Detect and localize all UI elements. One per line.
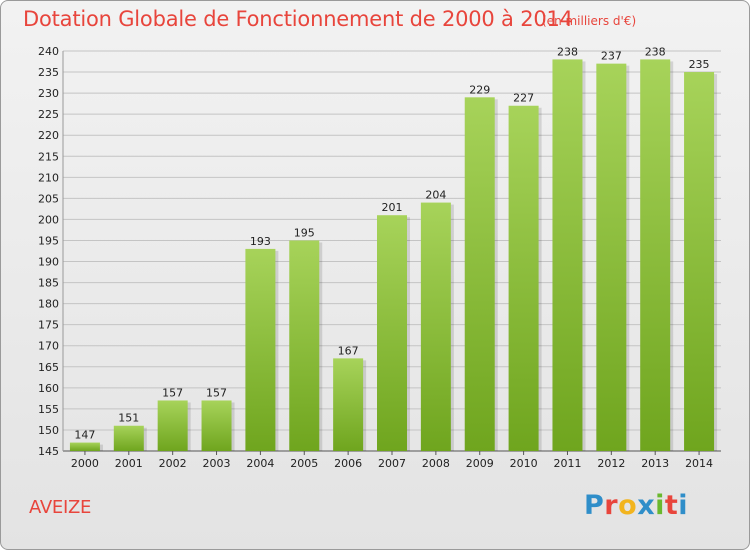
logo-letter: r [604,490,619,521]
y-tick-label: 240 [38,45,59,58]
value-label-2008: 204 [425,189,446,202]
x-tick-label-2009: 2009 [466,457,494,470]
y-tick-label: 190 [38,256,59,269]
proxiti-logo[interactable]: Proxiti [584,490,688,521]
bar-2013 [640,59,671,451]
bar-2011 [552,59,583,451]
logo-letter: x [637,490,656,521]
value-label-2006: 167 [338,344,359,357]
value-label-2001: 151 [118,412,139,425]
value-label-2003: 157 [206,386,227,399]
x-tick-label-2011: 2011 [553,457,581,470]
x-tick-label-2005: 2005 [290,457,318,470]
x-tick-label-2004: 2004 [246,457,274,470]
commune-name: AVEIZE [29,497,92,518]
y-tick-label: 180 [38,298,59,311]
value-label-2011: 238 [557,45,578,58]
bar-2005 [289,240,320,451]
y-tick-label: 195 [38,234,59,247]
y-tick-label: 170 [38,340,59,353]
bar-2014 [684,72,715,451]
bar-2004 [245,248,276,451]
x-tick-label-2008: 2008 [422,457,450,470]
y-tick-label: 225 [38,108,59,121]
x-tick-label-2003: 2003 [203,457,231,470]
bar-2012 [596,63,627,451]
y-tick-label: 175 [38,319,59,332]
value-label-2004: 193 [250,235,271,248]
bar-2000 [69,442,100,451]
y-tick-label: 215 [38,150,59,163]
value-label-2005: 195 [294,226,315,239]
bar-2003 [201,400,232,451]
y-tick-label: 200 [38,213,59,226]
logo-letter: i [678,490,689,521]
bar-2006 [333,358,364,451]
x-tick-label-2010: 2010 [510,457,538,470]
bar-2010 [508,105,539,451]
y-tick-label: 145 [38,445,59,458]
y-tick-label: 220 [38,129,59,142]
x-tick-label-2007: 2007 [378,457,406,470]
logo-letter: P [584,490,605,521]
y-tick-label: 235 [38,66,59,79]
value-label-2007: 201 [382,201,403,214]
x-tick-label-2012: 2012 [597,457,625,470]
y-tick-label: 205 [38,192,59,205]
value-label-2014: 235 [689,58,710,71]
value-label-2002: 157 [162,386,183,399]
x-tick-label-2000: 2000 [71,457,99,470]
bar-2007 [377,215,407,451]
y-tick-label: 165 [38,361,59,374]
bar-2002 [157,400,188,451]
logo-letter: o [618,490,638,521]
chart-title: Dotation Globale de Fonctionnement de 20… [23,7,573,31]
y-tick-label: 210 [38,171,59,184]
x-tick-label-2001: 2001 [115,457,143,470]
logo-letter: i [655,490,665,521]
y-tick-label: 160 [38,382,59,395]
x-tick-label-2006: 2006 [334,457,362,470]
logo-letter: t [664,490,679,521]
bar-2008 [420,202,451,451]
x-tick-label-2014: 2014 [685,457,713,470]
y-tick-label: 155 [38,403,59,416]
value-label-2013: 238 [645,45,666,58]
x-tick-label-2013: 2013 [641,457,669,470]
value-label-2009: 229 [469,83,490,96]
y-tick-label: 230 [38,87,59,100]
x-tick-label-2002: 2002 [159,457,187,470]
bar-2001 [113,425,144,451]
bar-2009 [464,97,495,451]
y-tick-label: 185 [38,277,59,290]
value-label-2010: 227 [513,92,534,105]
value-label-2000: 147 [74,429,95,442]
value-label-2012: 237 [601,50,622,63]
y-tick-label: 150 [38,424,59,437]
chart-subtitle: (en milliers d'€) [542,14,637,28]
